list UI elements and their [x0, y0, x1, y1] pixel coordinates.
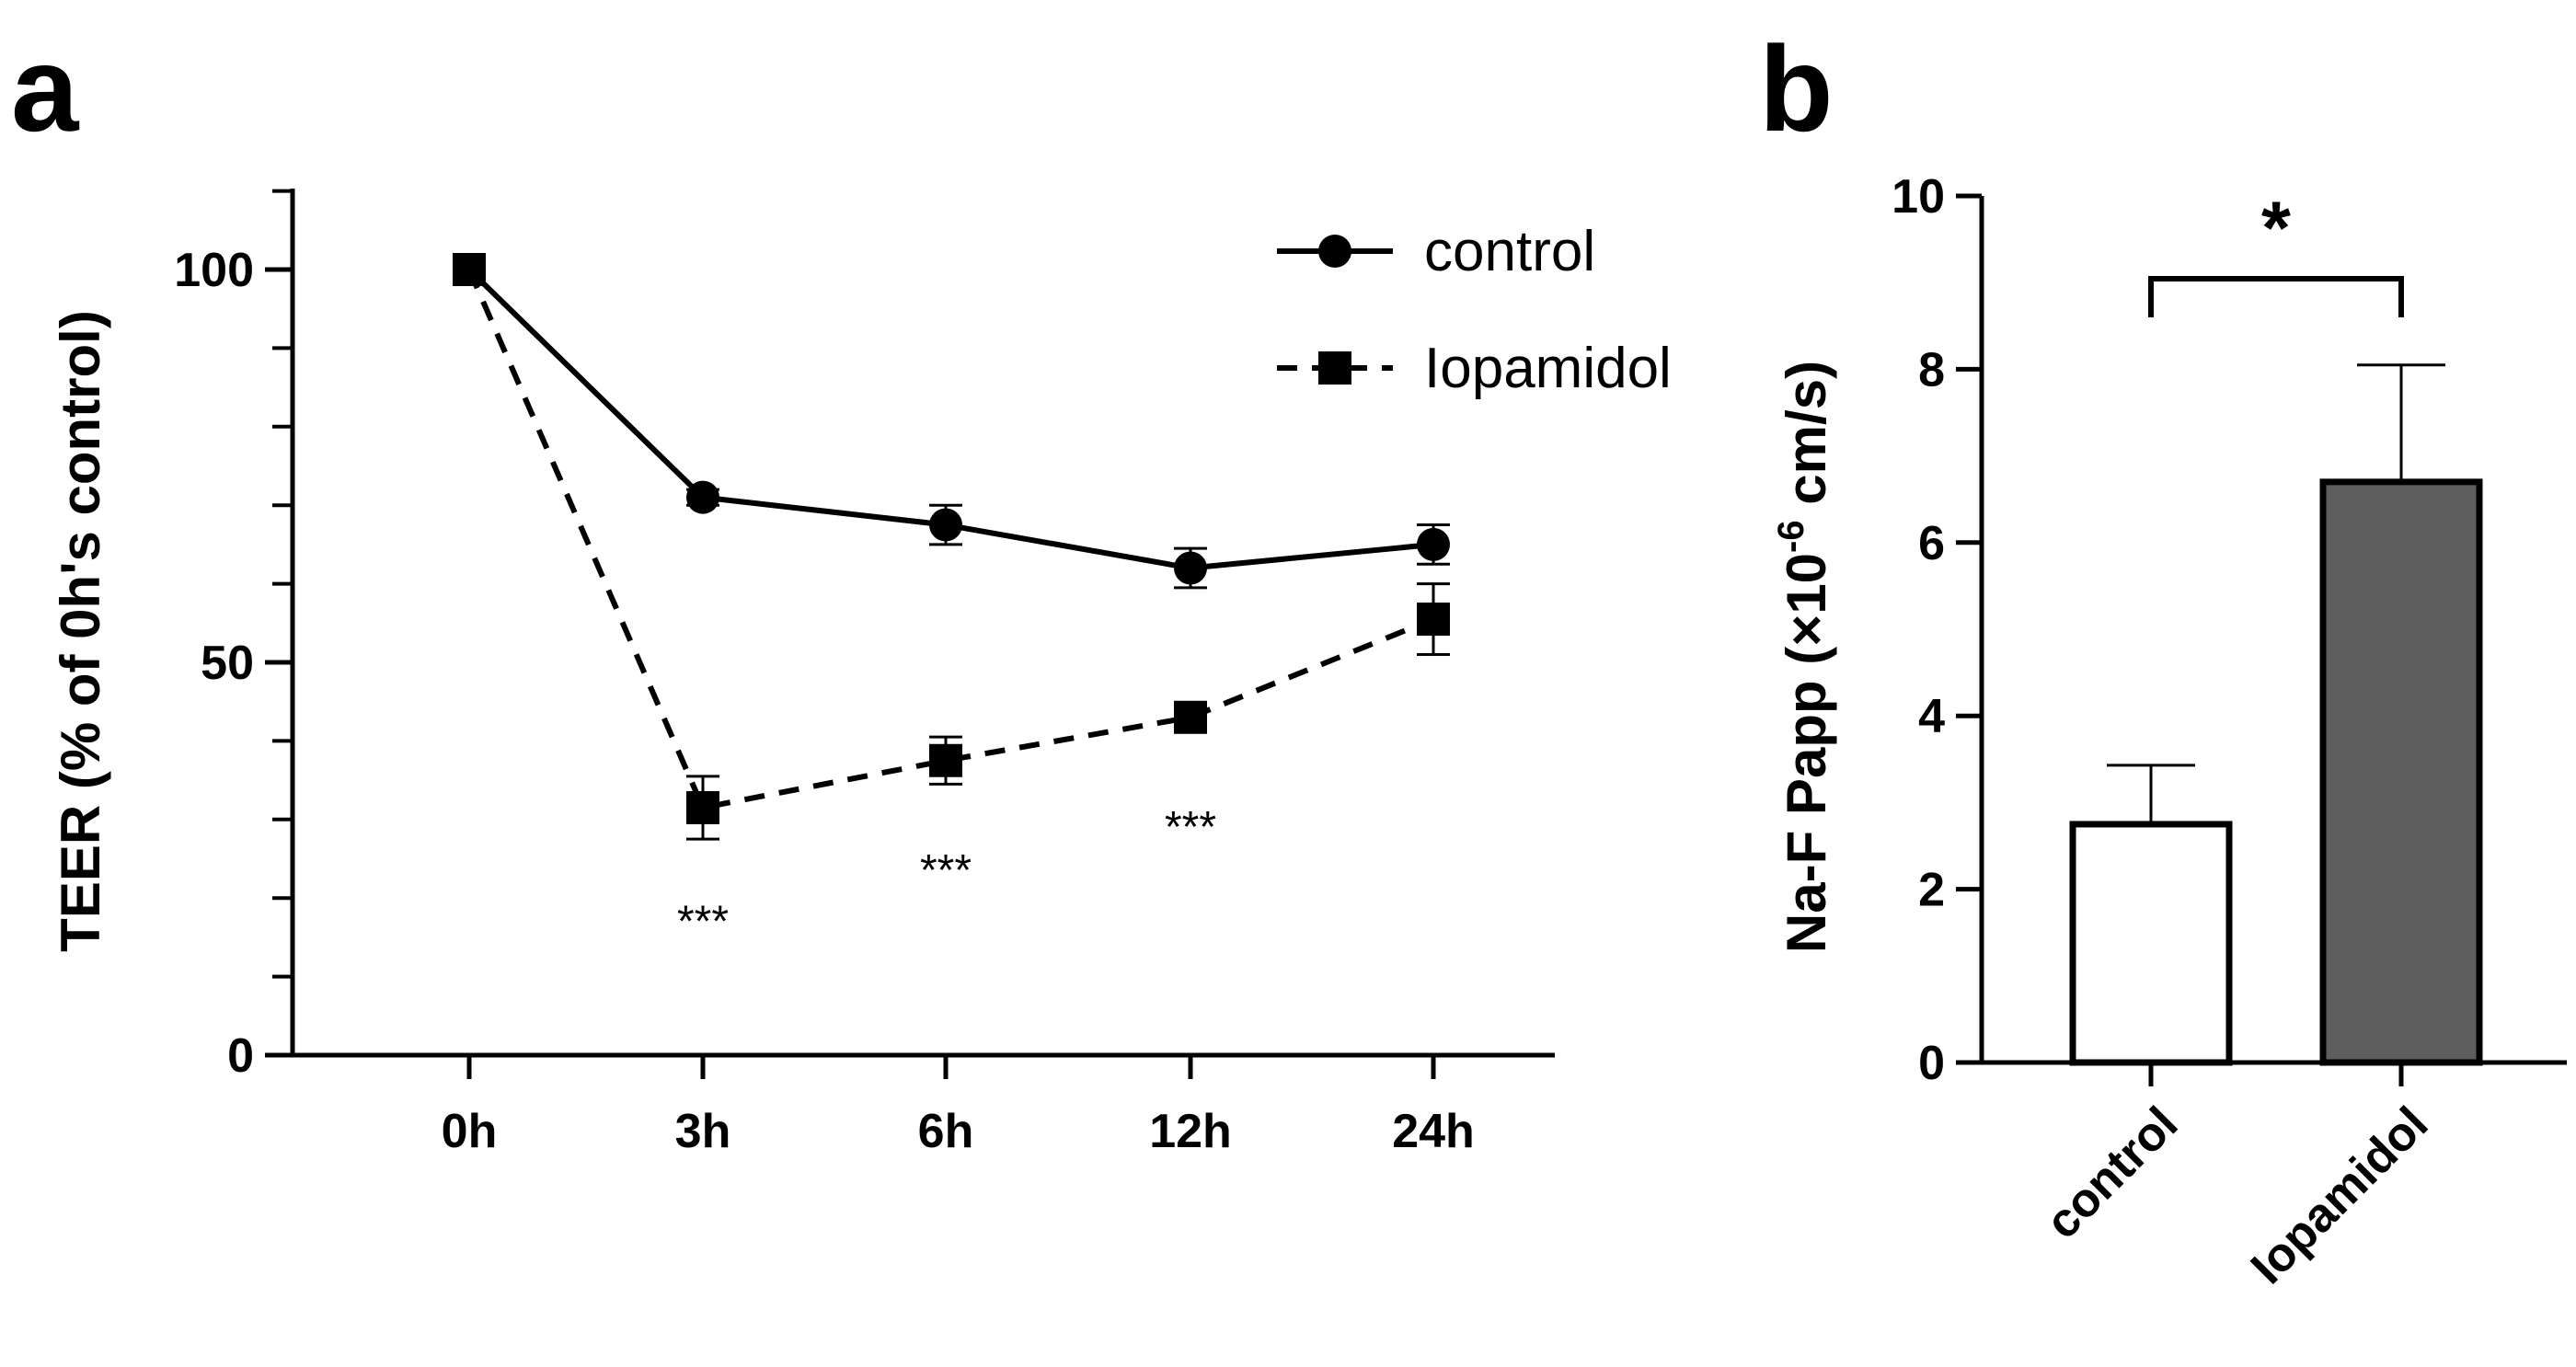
- panel-a-axes: 0 50 100 0h 3h 6h 12h 24h: [174, 189, 1555, 1158]
- legend-label-0: control: [1424, 220, 1595, 283]
- panel-a-legend: control Iopamidol: [1277, 220, 1672, 400]
- panel-a-y-tick-label: 0: [227, 1029, 254, 1083]
- panel-a-x-tick-label: 0h: [442, 1105, 498, 1158]
- panel-b-letter: b: [1759, 21, 1834, 156]
- panel-b-y-title-exponent: -6: [1771, 520, 1811, 553]
- panel-a-point-square: [1417, 603, 1450, 637]
- legend-marker-circle: [1318, 235, 1351, 268]
- panel-b-y-title-main: Na-F Papp (×10: [1776, 553, 1837, 953]
- panel-a-significance-mark: ***: [677, 897, 729, 946]
- panel-a-x-tick-label: 3h: [675, 1105, 731, 1158]
- panel-a-x-tick-label: 12h: [1149, 1105, 1232, 1158]
- panel-b-y-tick-label: 0: [1918, 1037, 1945, 1090]
- panel-a-point-circle: [686, 480, 719, 514]
- panel-a-series: [453, 253, 1450, 841]
- panel-b-x-tick-label: Iopamidol: [2241, 1097, 2439, 1294]
- panel-a-series-line-1: [466, 268, 1435, 811]
- panel-a-line-chart: TEER (% of 0h's control) 0 50 100 0h 3h 6h 12h…: [50, 189, 1672, 1158]
- panel-a-point-circle: [929, 508, 962, 542]
- panel-b-significance-star: *: [2261, 187, 2291, 270]
- panel-a-x-tick-label: 24h: [1392, 1105, 1475, 1158]
- panel-a-x-tick-label: 6h: [918, 1105, 974, 1158]
- panel-b-bar-1: [2319, 478, 2483, 1066]
- panel-a-point-circle: [1417, 527, 1450, 561]
- panel-b-bar-chart: Na-F Papp (×10-6 cm/s) 0 2 4 6 8 10 control Iop…: [1771, 170, 2567, 1294]
- panel-b-bar-0: [2069, 821, 2233, 1066]
- panel-a-point-square: [929, 743, 962, 777]
- panel-a-letter: a: [11, 21, 80, 156]
- legend-marker-square: [1318, 351, 1351, 385]
- panel-a-point-square: [1174, 700, 1207, 734]
- panel-b-y-tick-label: 4: [1918, 690, 1945, 743]
- panel-a-y-tick-label: 50: [201, 637, 254, 690]
- panel-b-y-tick-label: 8: [1918, 343, 1945, 396]
- panel-a-significance-mark: ***: [1165, 803, 1216, 852]
- panel-a-annotations: *** *** ***: [677, 803, 1216, 946]
- panel-b-bars: [2069, 363, 2483, 1066]
- panel-b-y-axis-title: Na-F Papp (×10-6 cm/s): [1771, 361, 1837, 953]
- panel-b-y-title-tail: cm/s): [1776, 361, 1837, 520]
- panel-a-y-axis-title: TEER (% of 0h's control): [50, 310, 111, 952]
- panel-b-significance: *: [2148, 187, 2404, 317]
- panel-b-significance-bracket: [2148, 276, 2404, 317]
- panel-a-significance-mark: ***: [920, 846, 972, 895]
- panel-b-x-tick-label: control: [2036, 1097, 2189, 1249]
- legend-label-1: Iopamidol: [1424, 337, 1672, 400]
- panel-b-y-tick-label: 2: [1918, 864, 1945, 917]
- panel-b-y-tick-label: 10: [1892, 170, 1945, 224]
- panel-a-point-square: [686, 790, 719, 824]
- panel-b-y-tick-label: 6: [1918, 517, 1945, 570]
- panel-a-point-circle: [1174, 551, 1207, 585]
- panel-a-y-tick-label: 100: [174, 244, 254, 297]
- panel-a-point-square: [453, 253, 486, 286]
